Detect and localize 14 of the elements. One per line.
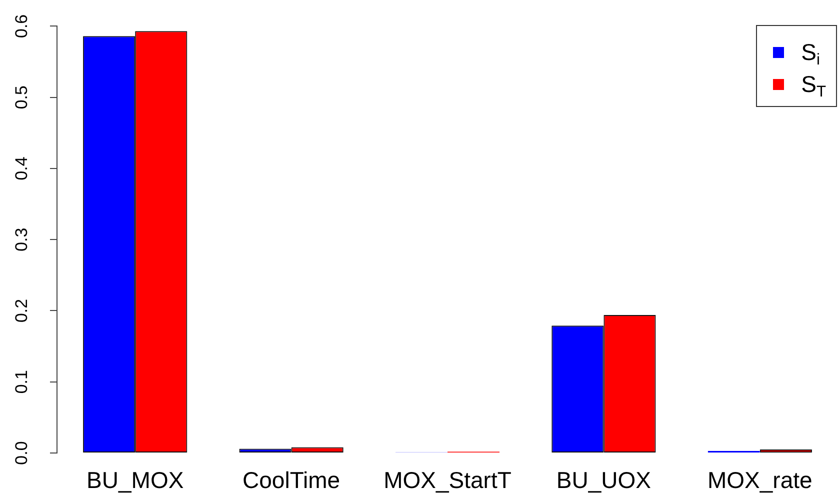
x-tick-label: BU_UOX — [556, 467, 651, 493]
x-tick-label: BU_MOX — [86, 467, 184, 493]
x-tick-label: MOX_StartT — [384, 467, 512, 493]
legend-label: S$_{i}$ — [801, 38, 820, 69]
y-tick-label: 0.6 — [12, 14, 31, 38]
y-tick-label: 0.1 — [12, 370, 31, 394]
x-tick-label: CoolTime — [242, 467, 340, 493]
y-tick-label: 0.4 — [12, 156, 31, 180]
y-tick-label: 0.3 — [12, 228, 31, 252]
x-tick-label: MOX_rate — [707, 467, 812, 493]
y-tick-label: 0.0 — [12, 441, 31, 465]
y-tick-label: 0.5 — [12, 86, 31, 110]
y-tick-label: 0.2 — [12, 298, 31, 323]
legend-label: S$_{T}$ — [801, 70, 826, 101]
